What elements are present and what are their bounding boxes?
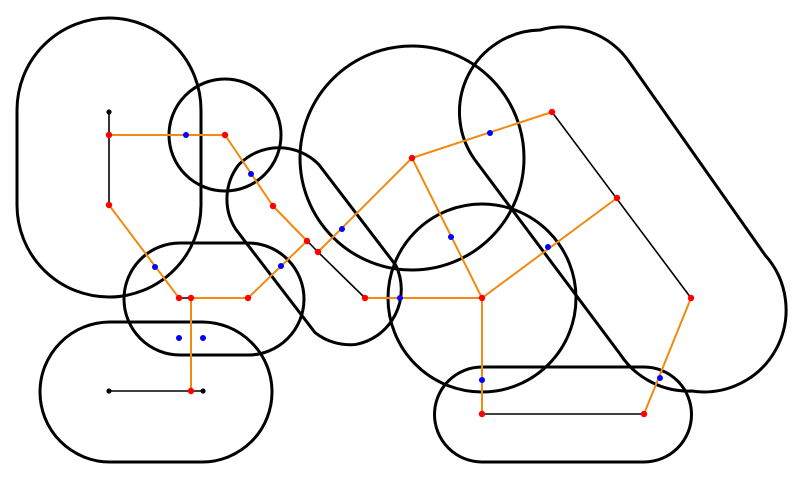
red-node [187,387,195,395]
blue-marker [479,377,485,383]
blue-marker [657,375,663,381]
blue-marker [339,226,345,232]
red-node [361,294,369,302]
red-node [687,294,695,302]
red-nodes [105,108,695,418]
region-stadium-diagonal-right [457,25,788,394]
endpoint-node [106,388,112,394]
blue-marker [200,335,206,341]
endpoint-node [200,388,206,394]
endpoint-nodes [106,109,206,394]
blue-marker [183,132,189,138]
blue-marker [487,130,493,136]
region-stadium-horizontal-bottom-right [433,365,693,464]
red-node [303,237,311,245]
blue-marker [152,264,158,270]
internal-edge [317,251,366,299]
blue-marker [448,234,454,240]
red-node [269,202,277,210]
red-node [221,131,229,139]
red-node [175,294,183,302]
blue-marker [397,295,403,301]
red-node [314,248,322,256]
red-node [105,201,113,209]
internal-edge [551,111,692,299]
blue-marker [278,263,284,269]
red-node [187,294,195,302]
blue-marker [248,171,254,177]
red-node [548,108,556,116]
tree-edge [317,157,413,253]
region-stadium-horizontal-bottom-left [38,320,274,464]
tree-edge [247,240,308,299]
blue-markers [152,130,663,383]
tree-edge [643,297,692,415]
red-node [613,194,621,202]
tree-edge [411,111,553,159]
tree-edge [108,204,180,299]
red-node [640,410,648,418]
tree-edge [411,157,483,299]
red-node [408,154,416,162]
red-node [478,410,486,418]
tree-edge [272,205,308,242]
endpoint-node [106,109,112,115]
region-circle-large-center [298,44,526,272]
blue-marker [545,244,551,250]
red-node [105,131,113,139]
region-stadium-horizontal-mid-left [122,241,306,357]
red-node [478,294,486,302]
region-stadium-left-vertical [15,16,203,299]
blue-marker [176,335,182,341]
tree-edge [224,134,274,207]
region-stadium-diagonal-middle [225,146,403,347]
region-outlines [15,16,788,464]
red-node [244,294,252,302]
